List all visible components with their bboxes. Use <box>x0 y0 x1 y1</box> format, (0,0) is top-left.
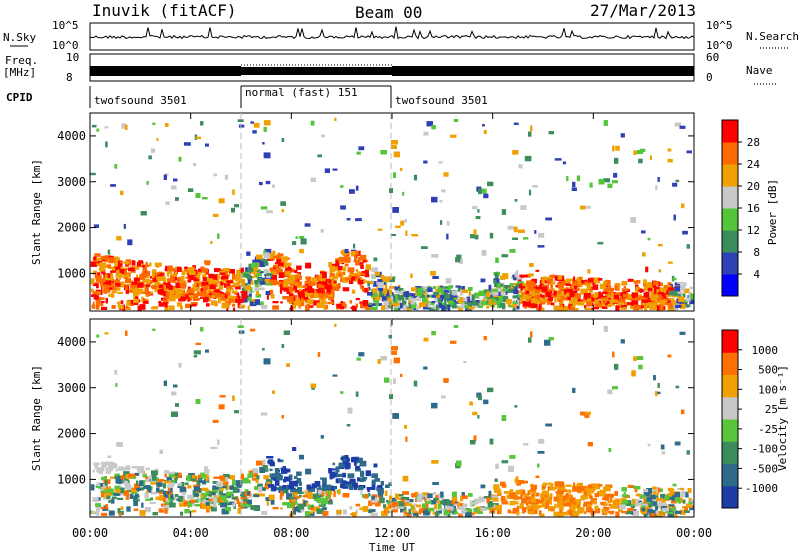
freq-tick-top: 10 <box>66 51 79 64</box>
nave-label: Nave <box>746 64 773 77</box>
nsky-label: N.Sky <box>3 31 36 44</box>
colorbar-swatch <box>722 274 738 297</box>
nsky-trace <box>89 26 695 40</box>
colorbar-swatch <box>722 142 738 165</box>
colorbar-tick: 100 <box>758 383 778 396</box>
beam-title: Beam 00 <box>355 3 422 22</box>
nave-tick-bottom: 0 <box>706 71 713 84</box>
colorbar-tick: -100 <box>752 443 779 456</box>
nave-tick-top: 60 <box>706 51 719 64</box>
date-title: 27/Mar/2013 <box>590 1 696 20</box>
colorbar-tick: 500 <box>758 364 778 377</box>
colorbar-swatch <box>722 208 738 231</box>
velocity-yticks-label: 3000 <box>57 381 86 395</box>
power-yticks-label: 1000 <box>57 266 86 280</box>
radar-title: Inuvik (fitACF) <box>92 1 237 20</box>
cpid-label: CPID <box>6 91 33 104</box>
cpid-segment-3: twofsound 3501 <box>395 94 488 107</box>
nsky-tick-top: 10^5 <box>52 19 79 32</box>
colorbar-swatch <box>722 186 738 209</box>
velocity-colorbar: 1000 500 100 25 -25 -100 -500 -1000 Velocity [m… <box>721 329 789 509</box>
power-yticks-label: 3000 <box>57 175 86 189</box>
power-y-ticks: 1000 2000 3000 4000 <box>57 129 694 280</box>
power-panel: 1000 2000 3000 4000 Slant Range [km] <box>30 112 695 312</box>
colorbar-swatch <box>722 441 738 464</box>
colorbar-swatch <box>722 164 738 187</box>
colorbar-tick: 16 <box>747 202 760 215</box>
x-tick-label: 00:00 <box>72 526 108 540</box>
nsky-tick-top-right: 10^5 <box>706 19 733 32</box>
x-tick-label: 00:00 <box>676 526 712 540</box>
colorbar-tick: 28 <box>747 136 760 149</box>
x-tick-label: 16:00 <box>475 526 511 540</box>
colorbar-swatch <box>722 485 738 509</box>
colorbar-tick: 4 <box>753 268 760 281</box>
colorbar-tick: 24 <box>747 158 761 171</box>
power-colorbar: 28 24 20 16 12 8 4 Power [dB] <box>721 119 779 297</box>
colorbar-swatch <box>722 396 738 420</box>
colorbar-tick: 12 <box>747 224 760 237</box>
colorbar-swatch <box>722 352 738 375</box>
x-tick-label: 04:00 <box>173 526 209 540</box>
velocity-colorbar-label: Velocity [m s⁻¹] <box>776 365 789 471</box>
colorbar-swatch <box>722 120 738 143</box>
time-axis-label: Time UT <box>369 541 416 554</box>
colorbar-tick: 20 <box>747 180 760 193</box>
power-ylabel: Slant Range [km] <box>30 159 43 265</box>
x-tick-label: 12:00 <box>374 526 410 540</box>
velocity-ylabel: Slant Range [km] <box>30 365 43 471</box>
nsky-tick-bottom-right: 10^0 <box>706 39 733 52</box>
cpid-panel: CPID twofsound 3501 normal (fast) 151 tw… <box>6 85 488 108</box>
nsearch-label: N.Search <box>746 30 799 43</box>
velocity-yticks-label: 2000 <box>57 427 86 441</box>
power-yticks-label: 2000 <box>57 221 86 235</box>
velocity-field <box>90 323 694 517</box>
nsky-tick-bottom: 10^0 <box>52 39 79 52</box>
colorbar-tick: 1000 <box>752 344 779 357</box>
colorbar-swatch <box>722 419 738 442</box>
colorbar-swatch <box>722 230 738 253</box>
freq-panel: Freq. [MHz] 10 8 60 0 Nave <box>3 51 778 85</box>
power-colorbar-label: Power [dB] <box>766 179 779 245</box>
power-field <box>90 117 694 311</box>
freq-unit: [MHz] <box>3 66 36 79</box>
colorbar-tick: 8 <box>753 246 760 259</box>
velocity-yticks-label: 4000 <box>57 335 86 349</box>
colorbar-tick: -25 <box>758 423 778 436</box>
velocity-yticks-label: 1000 <box>57 472 86 486</box>
cpid-segment-1: twofsound 3501 <box>94 94 187 107</box>
colorbar-swatch <box>722 374 738 398</box>
time-axis: 00:00 04:00 08:00 12:00 16:00 20:00 00:00 <box>72 113 712 540</box>
velocity-panel: 1000 2000 3000 4000 Slant Range [km] <box>30 318 695 518</box>
colorbar-tick: 25 <box>765 403 778 416</box>
cpid-segment-2: normal (fast) 151 <box>245 86 358 99</box>
velocity-y-ticks: 1000 2000 3000 4000 <box>57 335 694 486</box>
nsky-panel: N.Sky 10^5 10^0 10^5 10^0 N.Search <box>3 19 799 52</box>
x-tick-label: 08:00 <box>273 526 309 540</box>
colorbar-tick: -500 <box>752 462 779 475</box>
freq-band <box>90 64 694 76</box>
colorbar-swatch <box>722 463 738 487</box>
colorbar-swatch <box>722 252 738 275</box>
freq-tick-bottom: 8 <box>66 71 73 84</box>
x-tick-label: 20:00 <box>575 526 611 540</box>
colorbar-swatch <box>722 330 738 353</box>
freq-label: Freq. <box>5 54 38 67</box>
colorbar-tick: -1000 <box>745 482 778 495</box>
power-yticks-label: 4000 <box>57 129 86 143</box>
